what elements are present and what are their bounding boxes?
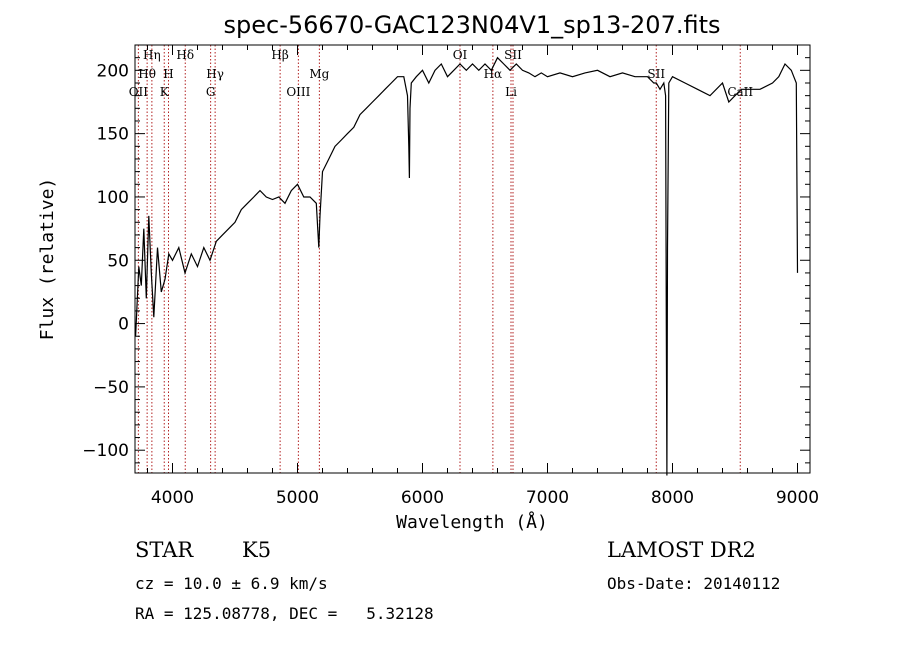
spectral-line-label: K [160, 85, 170, 99]
spectral-line-label: G [206, 85, 216, 99]
object-subclass: K5 [242, 538, 272, 562]
x-tick-label: 8000 [651, 488, 694, 508]
sky-coordinates: RA = 125.08778, DEC = 5.32128 [135, 604, 434, 623]
spectral-line-label: SII [647, 67, 665, 81]
y-tick-label: 50 [107, 251, 129, 271]
spectral-line-markers [137, 45, 741, 473]
spectral-line-label: OII [129, 85, 149, 99]
x-axis: 4000 5000 6000 7000 8000 9000 [147, 45, 819, 508]
chart-title: spec-56670-GAC123N04V1_sp13-207.fits [224, 11, 721, 39]
y-tick-label: −50 [93, 378, 129, 398]
spectral-line-label: Li [505, 85, 517, 99]
spectral-line-label: CaII [727, 85, 753, 99]
y-tick-label: −100 [82, 441, 129, 461]
y-tick-label: 0 [118, 315, 129, 335]
spectrum-series-line [135, 56, 799, 476]
spectral-line-label: Hβ [271, 48, 288, 62]
x-tick-label: 4000 [151, 488, 194, 508]
redshift-velocity: cz = 10.0 ± 6.9 km/s [135, 574, 328, 593]
plot-frame [134, 44, 811, 474]
y-tick-label: 200 [97, 61, 129, 81]
y-axis-label: Flux (relative) [37, 178, 58, 341]
survey-name: LAMOST DR2 [607, 538, 756, 562]
spectral-line-label: Hη [143, 48, 161, 62]
spectral-line-label: OI [453, 48, 468, 62]
series-layer [135, 56, 799, 476]
y-tick-label: 150 [97, 125, 129, 145]
x-tick-label: 7000 [526, 488, 569, 508]
x-tick-label: 6000 [401, 488, 444, 508]
x-tick-label: 5000 [276, 488, 319, 508]
observation-date: Obs-Date: 20140112 [607, 574, 781, 593]
spectral-line-label: SII [504, 48, 522, 62]
spectral-line-label: Hδ [176, 48, 194, 62]
spectral-line-label: Mg [309, 67, 329, 81]
y-axis: −100 −50 0 50 100 150 200 [82, 57, 810, 464]
spectral-line-label: Hθ [138, 67, 156, 81]
spectral-line-label: H [163, 67, 173, 81]
object-class: STAR [135, 538, 194, 562]
spectral-line-label: OIII [286, 85, 310, 99]
y-tick-label: 100 [97, 188, 129, 208]
x-axis-label: Wavelength (Å) [396, 511, 548, 533]
spectral-line-label: Hα [484, 67, 503, 81]
spectral-line-label: Hγ [206, 67, 224, 81]
x-tick-label: 9000 [776, 488, 819, 508]
